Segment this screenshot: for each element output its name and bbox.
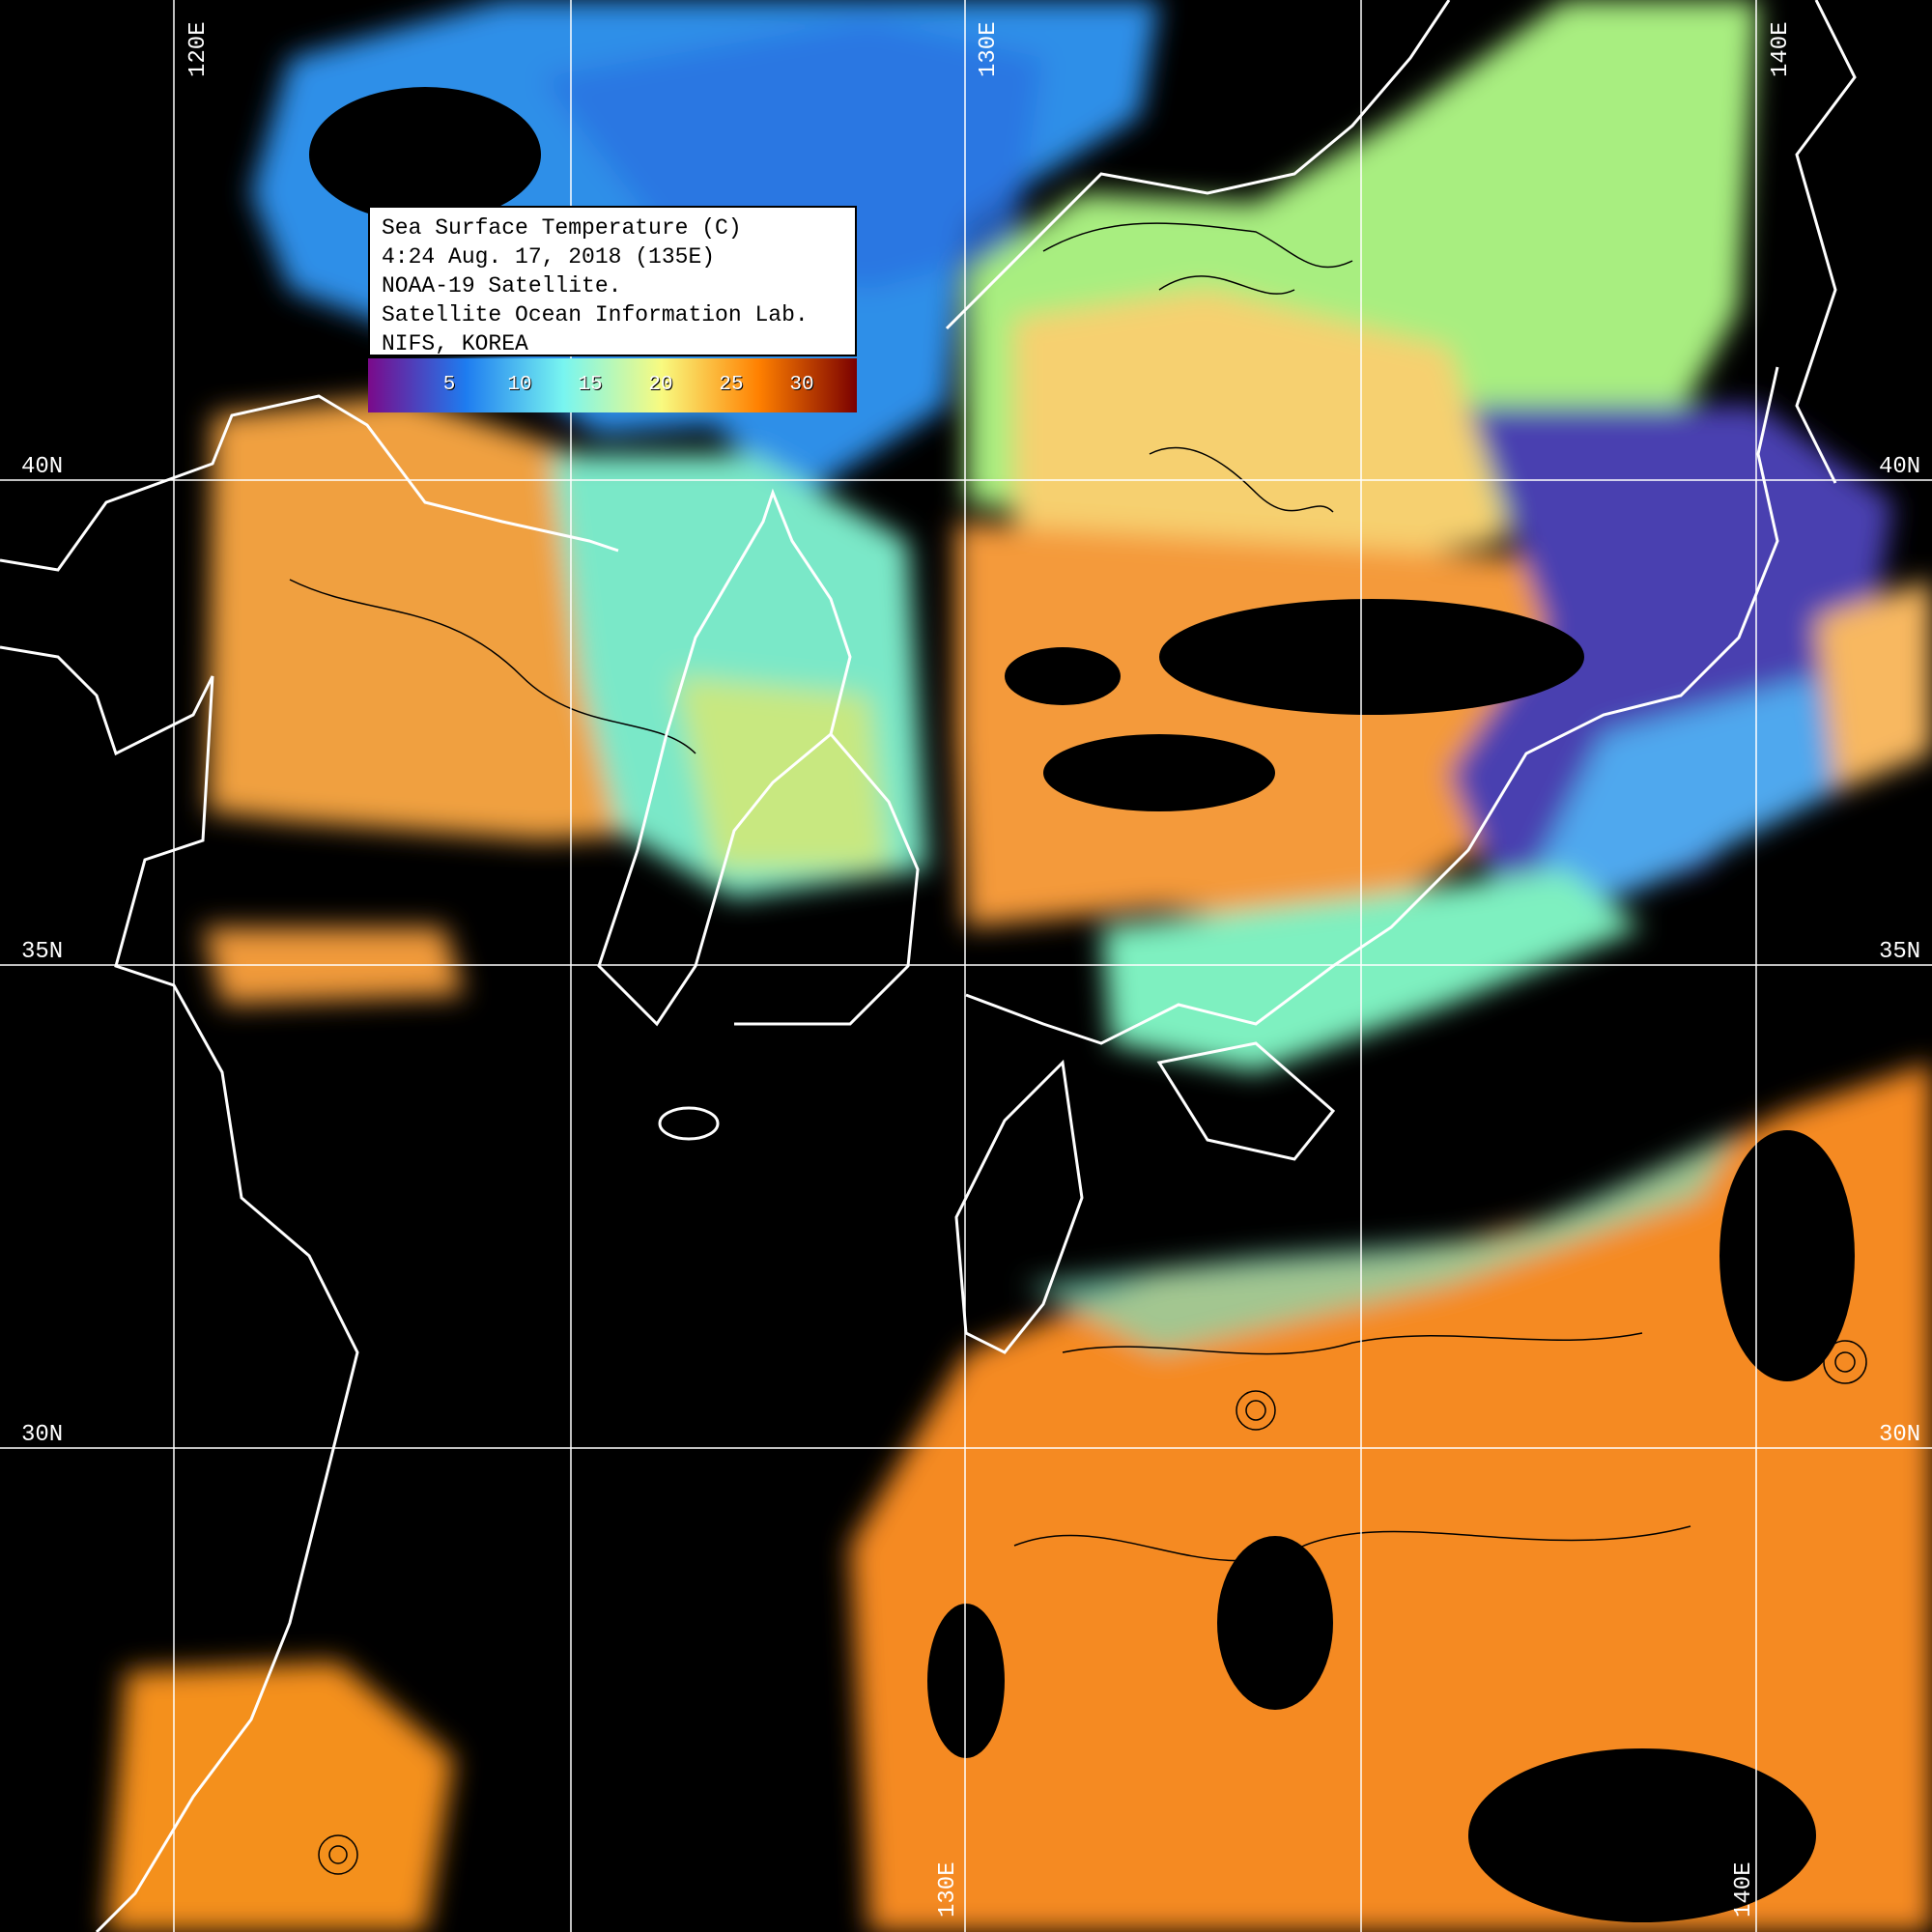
colorbar-tick: 20: [648, 374, 673, 396]
colorbar-tick: 5: [442, 374, 456, 396]
coast-russia: [945, 0, 1451, 330]
lat-label-right: 30N: [1879, 1422, 1921, 1448]
legend-org: NIFS, KOREA: [382, 331, 528, 356]
coast-kyushu: [954, 1059, 1084, 1354]
colorbar-tick: 30: [789, 374, 814, 396]
lat-label-left: 30N: [21, 1422, 64, 1448]
lat-label-left: 40N: [21, 454, 64, 480]
lon-label-top: 130E: [976, 21, 1002, 77]
coastlines: [0, 0, 1857, 1932]
coast-china-north: [0, 394, 619, 572]
lat-label-left: 35N: [21, 939, 64, 965]
cloud-mask: [309, 87, 1855, 1922]
colorbar-tick: 25: [719, 374, 744, 396]
sst-color-field: [106, 0, 1932, 1932]
colorbar-tick: 10: [507, 374, 532, 396]
coast-china-east: [0, 645, 359, 1932]
coast-korea-east: [734, 733, 920, 1026]
lon-label-top: 120E: [185, 21, 212, 77]
legend-satellite: NOAA-19 Satellite.: [382, 273, 622, 298]
lon-label-top: 140E: [1768, 21, 1794, 77]
legend-lab: Satellite Ocean Information Lab.: [382, 302, 809, 327]
legend-box: Sea Surface Temperature (C) 4:24 Aug. 17…: [368, 206, 857, 356]
coast-korea-west: [597, 488, 852, 1027]
coast-shikoku: [1156, 1041, 1336, 1161]
coast-hokkaido: [1795, 0, 1857, 484]
isotherm-contours: [289, 222, 1867, 1875]
lat-label-right: 40N: [1879, 454, 1921, 480]
coast-japan-honshu: [965, 366, 1779, 1045]
legend-datetime: 4:24 Aug. 17, 2018 (135E): [382, 244, 716, 270]
lon-label-bottom: 140E: [1731, 1861, 1757, 1918]
colorbar: 5 10 15 20 25 30: [368, 358, 857, 412]
coast-jeju: [658, 1106, 720, 1141]
legend-title: Sea Surface Temperature (C): [382, 215, 742, 241]
colorbar-tick: 15: [578, 374, 603, 396]
lat-label-right: 35N: [1879, 939, 1921, 965]
lon-label-bottom: 130E: [935, 1861, 961, 1918]
